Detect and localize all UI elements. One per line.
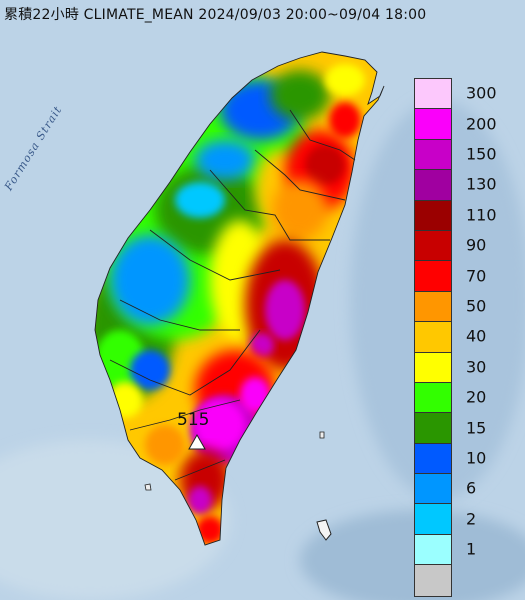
color-legend bbox=[414, 78, 452, 597]
legend-label: 70 bbox=[466, 266, 487, 286]
legend-label: 30 bbox=[466, 357, 487, 377]
legend-label: 20 bbox=[466, 387, 487, 407]
county-borders bbox=[94, 51, 385, 546]
legend-label: 130 bbox=[466, 174, 497, 194]
legend-swatch bbox=[415, 534, 451, 566]
legend-swatch bbox=[415, 109, 451, 140]
legend-label: 150 bbox=[466, 144, 497, 164]
legend-swatch bbox=[415, 200, 451, 231]
max-station-marker bbox=[188, 433, 206, 450]
liuqiu-island bbox=[144, 483, 152, 491]
green-island bbox=[319, 431, 325, 439]
legend-swatch bbox=[415, 443, 451, 475]
legend-label: 50 bbox=[466, 296, 487, 316]
legend-swatch bbox=[415, 322, 451, 353]
map-title: 累積22小時 CLIMATE_MEAN 2024/09/03 20:00~09/… bbox=[4, 7, 427, 23]
legend-label: 1 bbox=[466, 539, 477, 559]
legend-swatch bbox=[415, 139, 451, 171]
legend-label: 2 bbox=[466, 509, 477, 529]
legend-swatch bbox=[415, 291, 451, 323]
legend-swatch bbox=[415, 352, 451, 383]
legend-label: 10 bbox=[466, 448, 487, 468]
orchid-island bbox=[316, 519, 332, 541]
legend-swatch bbox=[415, 565, 451, 596]
max-station-value: 515 bbox=[177, 410, 210, 430]
legend-label: 15 bbox=[466, 418, 487, 438]
legend-label: 6 bbox=[466, 478, 477, 498]
legend-swatch bbox=[415, 230, 451, 262]
legend-swatch bbox=[415, 504, 451, 535]
legend-label: 200 bbox=[466, 114, 497, 134]
legend-swatch bbox=[415, 474, 451, 505]
legend-swatch bbox=[415, 413, 451, 444]
legend-swatch bbox=[415, 170, 451, 201]
legend-label: 40 bbox=[466, 326, 487, 346]
legend-label: 90 bbox=[466, 235, 487, 255]
legend-label: 300 bbox=[466, 83, 497, 103]
legend-swatch bbox=[415, 79, 451, 110]
legend-label: 110 bbox=[466, 205, 497, 225]
legend-swatch bbox=[415, 382, 451, 414]
legend-swatch bbox=[415, 261, 451, 292]
